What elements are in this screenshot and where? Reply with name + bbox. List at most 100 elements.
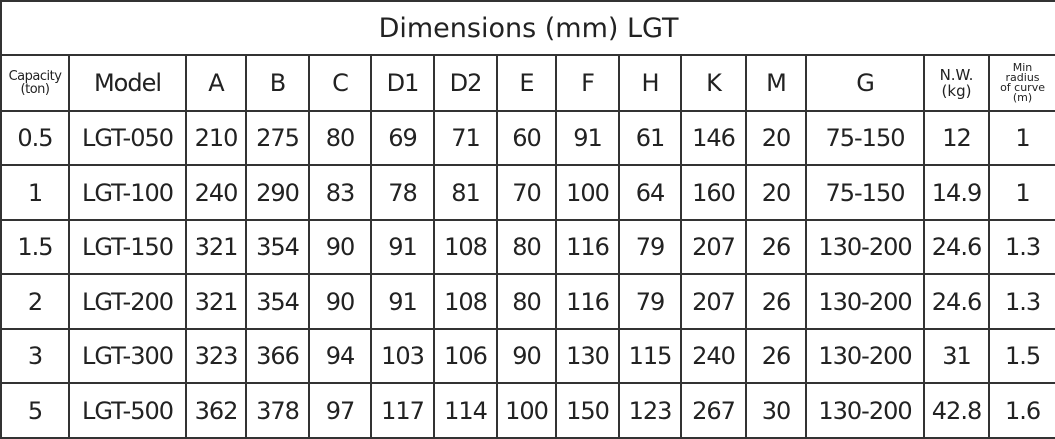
data-row: 0.5 LGT-050 210 275 80 69 71 60 91 61 146 20 75-150 1… bbox=[0, 109, 1055, 167]
table-cell: LGT-200 bbox=[68, 273, 187, 330]
table-cell: 115 bbox=[618, 327, 682, 385]
table-cell: 61 bbox=[618, 109, 682, 167]
table-cell: LGT-500 bbox=[68, 382, 187, 439]
table-cell: 1.3 bbox=[987, 273, 1055, 330]
table-cell: 116 bbox=[555, 218, 620, 276]
table-cell: LGT-050 bbox=[68, 109, 187, 167]
column-header: Model bbox=[68, 54, 187, 112]
data-row: 3 LGT-300 323 366 94 103 106 90 130 115 240 26 130-2… bbox=[0, 327, 1055, 385]
table-cell: 75-150 bbox=[805, 109, 925, 167]
column-header: N.W. (kg) bbox=[923, 54, 990, 112]
table-cell: 123 bbox=[618, 382, 682, 439]
table-cell: 267 bbox=[680, 382, 747, 439]
table-cell: 70 bbox=[496, 164, 557, 221]
table-cell: LGT-100 bbox=[68, 164, 187, 221]
table-cell: 366 bbox=[245, 327, 310, 385]
table-title: Dimensions (mm) LGT bbox=[0, 0, 1055, 57]
column-header: H bbox=[618, 54, 682, 112]
table-cell: 12 bbox=[923, 109, 990, 167]
table-cell: 14.9 bbox=[923, 164, 990, 221]
table-cell: 94 bbox=[308, 327, 372, 385]
table-cell: 20 bbox=[745, 109, 807, 167]
column-header: B bbox=[245, 54, 310, 112]
table-cell: 378 bbox=[245, 382, 310, 439]
table-cell: 108 bbox=[433, 273, 498, 330]
table-cell: 207 bbox=[680, 273, 747, 330]
table-cell: 1 bbox=[987, 164, 1055, 221]
table-cell: 130-200 bbox=[805, 382, 925, 439]
table-cell: 117 bbox=[370, 382, 435, 439]
table-cell: 1.6 bbox=[987, 382, 1055, 439]
table-cell: 3 bbox=[0, 327, 70, 385]
table-cell: 80 bbox=[308, 109, 372, 167]
table-cell: 354 bbox=[245, 218, 310, 276]
table-cell: 146 bbox=[680, 109, 747, 167]
table-cell: 78 bbox=[370, 164, 435, 221]
table-cell: 354 bbox=[245, 273, 310, 330]
table-cell: 81 bbox=[433, 164, 498, 221]
table-cell: 362 bbox=[185, 382, 247, 439]
table-cell: 106 bbox=[433, 327, 498, 385]
data-row: 5 LGT-500 362 378 97 117 114 100 150 123 267 30 130-… bbox=[0, 382, 1055, 439]
table-cell: 1.5 bbox=[0, 218, 70, 276]
table-cell: 100 bbox=[555, 164, 620, 221]
table-cell: 31 bbox=[923, 327, 990, 385]
column-header: C bbox=[308, 54, 372, 112]
table-cell: 79 bbox=[618, 273, 682, 330]
column-header: K bbox=[680, 54, 747, 112]
table-cell: 24.6 bbox=[923, 218, 990, 276]
table-cell: 26 bbox=[745, 327, 807, 385]
table-cell: 240 bbox=[680, 327, 747, 385]
header-row: Capacity (ton) Model A B C D1 D2 E F H K M G N.W. (kg… bbox=[0, 54, 1055, 112]
table-cell: LGT-300 bbox=[68, 327, 187, 385]
table-cell: 80 bbox=[496, 273, 557, 330]
table-cell: 321 bbox=[185, 273, 247, 330]
column-header: A bbox=[185, 54, 247, 112]
column-header: D1 bbox=[370, 54, 435, 112]
table-cell: 26 bbox=[745, 218, 807, 276]
table-cell: 75-150 bbox=[805, 164, 925, 221]
table-cell: 20 bbox=[745, 164, 807, 221]
table-cell: 275 bbox=[245, 109, 310, 167]
table-cell: 30 bbox=[745, 382, 807, 439]
table-cell: 130 bbox=[555, 327, 620, 385]
table-cell: 100 bbox=[496, 382, 557, 439]
table-cell: 71 bbox=[433, 109, 498, 167]
table-cell: 108 bbox=[433, 218, 498, 276]
table-cell: 90 bbox=[308, 218, 372, 276]
table-cell: 97 bbox=[308, 382, 372, 439]
table-cell: 80 bbox=[496, 218, 557, 276]
table-cell: 26 bbox=[745, 273, 807, 330]
table-cell: 240 bbox=[185, 164, 247, 221]
column-header: Min radius of curve (m) bbox=[987, 54, 1055, 112]
table-cell: 2 bbox=[0, 273, 70, 330]
table-cell: LGT-150 bbox=[68, 218, 187, 276]
data-row: 2 LGT-200 321 354 90 91 108 80 116 79 207 26 130-200… bbox=[0, 273, 1055, 330]
column-header: D2 bbox=[433, 54, 498, 112]
table-cell: 64 bbox=[618, 164, 682, 221]
table-cell: 1 bbox=[987, 109, 1055, 167]
table-cell: 69 bbox=[370, 109, 435, 167]
data-row: 1 LGT-100 240 290 83 78 81 70 100 64 160 20 75-150 14… bbox=[0, 164, 1055, 221]
table-cell: 1.5 bbox=[987, 327, 1055, 385]
table-cell: 5 bbox=[0, 382, 70, 439]
table-cell: 290 bbox=[245, 164, 310, 221]
table-cell: 42.8 bbox=[923, 382, 990, 439]
table-cell: 150 bbox=[555, 382, 620, 439]
table-cell: 1.3 bbox=[987, 218, 1055, 276]
column-header: Capacity (ton) bbox=[0, 54, 70, 112]
table-cell: 160 bbox=[680, 164, 747, 221]
table-cell: 207 bbox=[680, 218, 747, 276]
table-cell: 210 bbox=[185, 109, 247, 167]
table-cell: 91 bbox=[370, 273, 435, 330]
table-cell: 321 bbox=[185, 218, 247, 276]
column-header: G bbox=[805, 54, 925, 112]
table-cell: 60 bbox=[496, 109, 557, 167]
table-cell: 114 bbox=[433, 382, 498, 439]
table-cell: 323 bbox=[185, 327, 247, 385]
data-row: 1.5 LGT-150 321 354 90 91 108 80 116 79 207 26 130-2… bbox=[0, 218, 1055, 276]
table-cell: 116 bbox=[555, 273, 620, 330]
table-cell: 91 bbox=[370, 218, 435, 276]
table-cell: 91 bbox=[555, 109, 620, 167]
